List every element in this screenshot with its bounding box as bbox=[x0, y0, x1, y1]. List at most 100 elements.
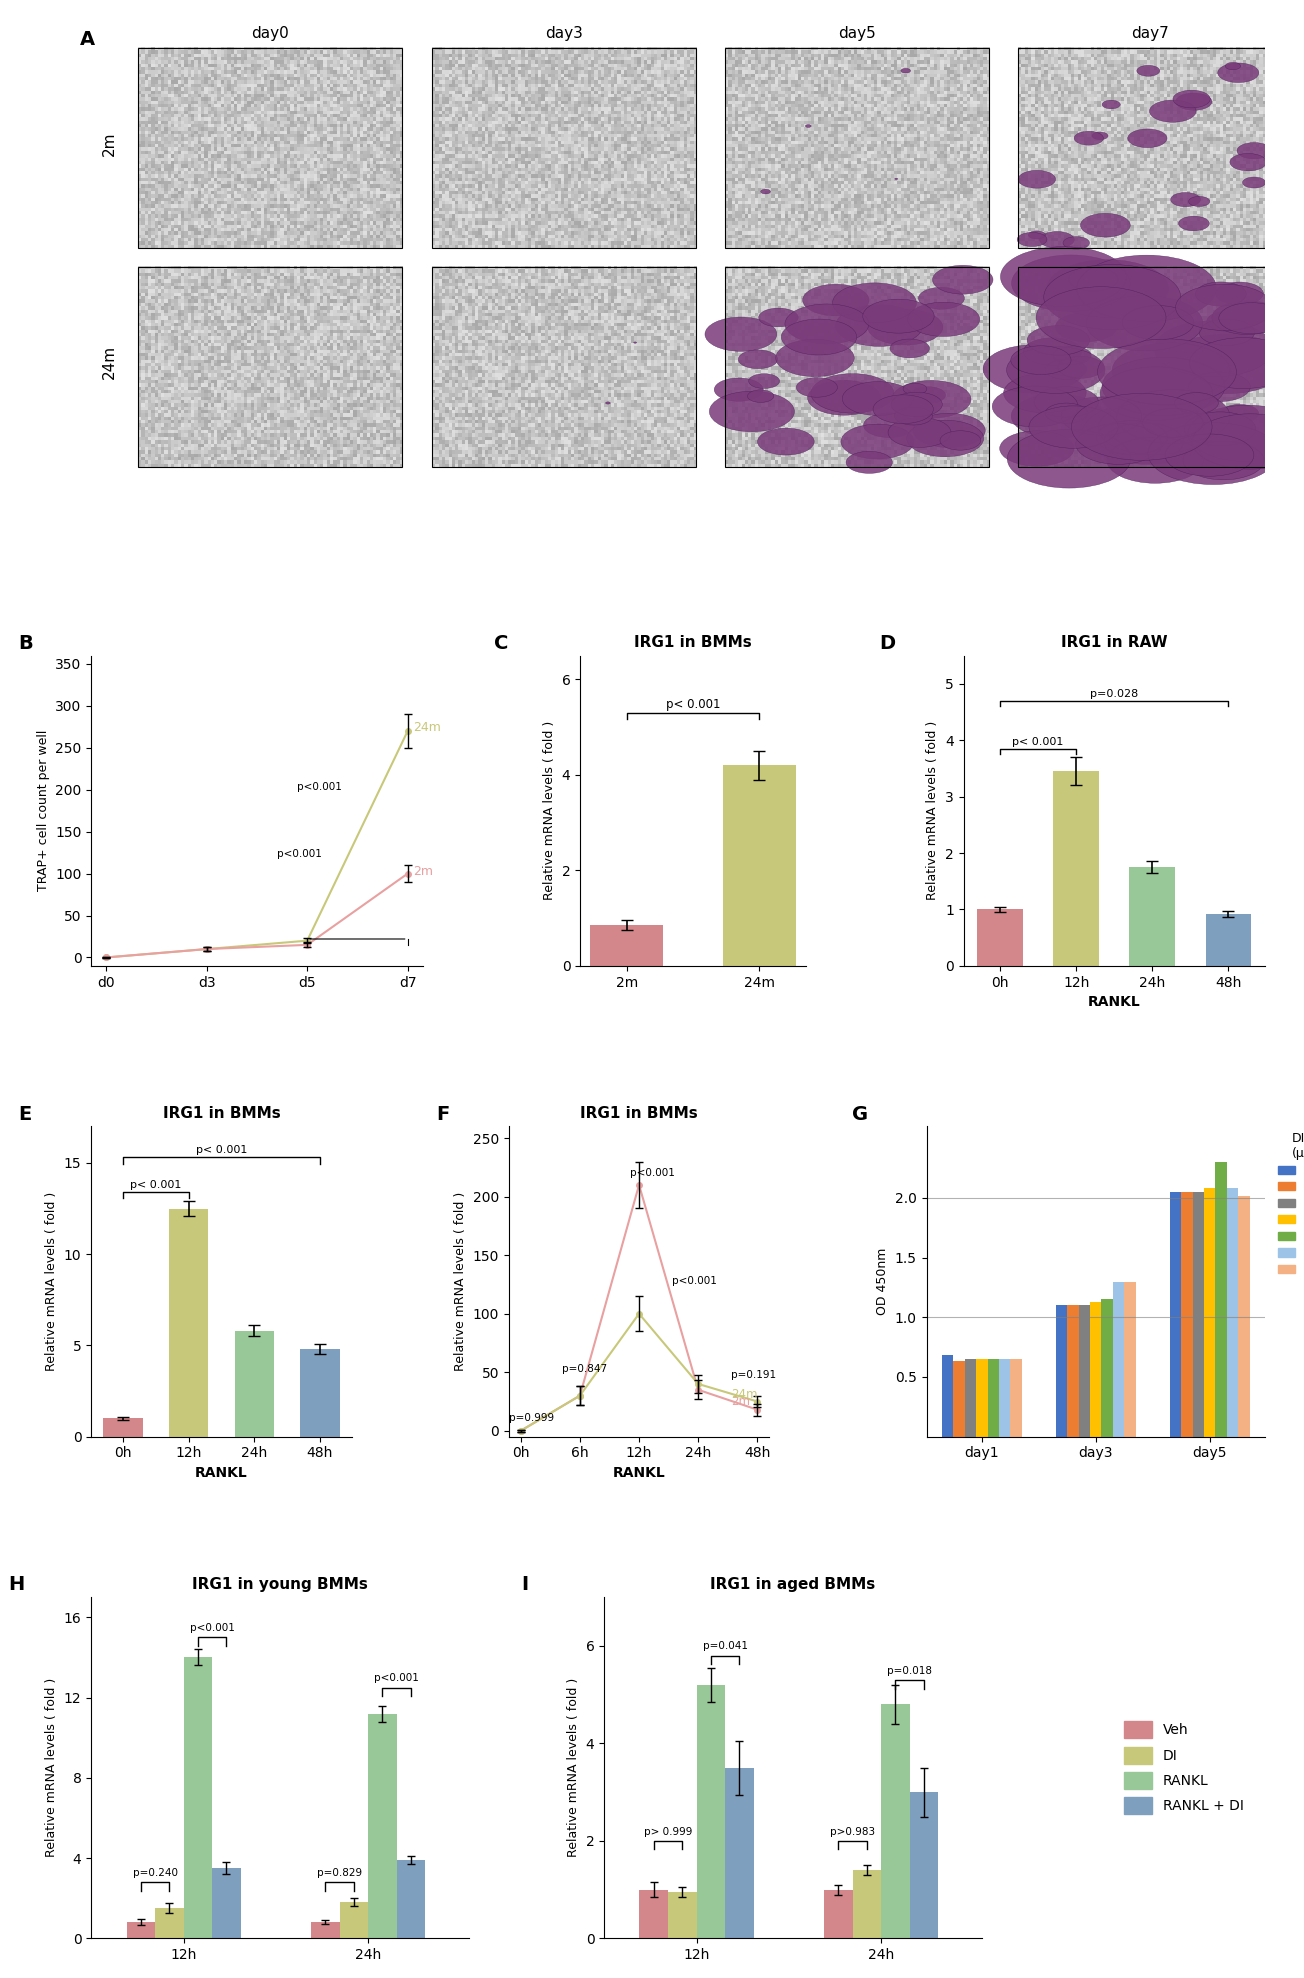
Y-axis label: Relative mRNA levels ( fold ): Relative mRNA levels ( fold ) bbox=[926, 722, 939, 900]
Ellipse shape bbox=[940, 431, 981, 451]
Title: IRG1 in young BMMs: IRG1 in young BMMs bbox=[192, 1576, 368, 1592]
Ellipse shape bbox=[863, 413, 915, 437]
Ellipse shape bbox=[1218, 63, 1258, 83]
Y-axis label: OD 450nm: OD 450nm bbox=[876, 1248, 889, 1315]
Bar bbox=[987, 1359, 999, 1436]
Bar bbox=[1204, 1189, 1215, 1436]
Ellipse shape bbox=[1074, 131, 1103, 144]
Ellipse shape bbox=[759, 309, 798, 326]
Ellipse shape bbox=[1072, 394, 1211, 461]
Ellipse shape bbox=[797, 378, 837, 398]
Bar bbox=[725, 267, 988, 467]
Bar bbox=[1124, 1282, 1136, 1436]
Ellipse shape bbox=[1007, 429, 1131, 489]
Text: p=0.999: p=0.999 bbox=[509, 1414, 554, 1424]
Ellipse shape bbox=[1069, 267, 1118, 291]
Text: p< 0.001: p< 0.001 bbox=[196, 1145, 246, 1155]
Text: 24m: 24m bbox=[102, 346, 116, 380]
X-axis label: RANKL: RANKL bbox=[1088, 995, 1141, 1009]
Bar bbox=[432, 47, 696, 249]
Ellipse shape bbox=[836, 305, 923, 346]
Text: A: A bbox=[80, 30, 95, 49]
Text: F: F bbox=[436, 1106, 450, 1124]
Ellipse shape bbox=[1012, 255, 1131, 311]
Ellipse shape bbox=[983, 344, 1085, 394]
Ellipse shape bbox=[1076, 423, 1161, 465]
Ellipse shape bbox=[715, 378, 763, 402]
Text: p=0.847: p=0.847 bbox=[562, 1365, 608, 1375]
Bar bbox=[138, 267, 402, 467]
Bar bbox=[1227, 1189, 1237, 1436]
Ellipse shape bbox=[1028, 326, 1090, 356]
Ellipse shape bbox=[803, 285, 868, 316]
Bar bbox=[1018, 47, 1282, 249]
Bar bbox=[1237, 1195, 1249, 1436]
Ellipse shape bbox=[748, 374, 780, 388]
Bar bbox=[1193, 1193, 1204, 1436]
Ellipse shape bbox=[1215, 283, 1264, 305]
Bar bbox=[722, 765, 795, 965]
Bar bbox=[999, 1359, 1011, 1436]
Ellipse shape bbox=[705, 316, 777, 352]
Ellipse shape bbox=[605, 402, 610, 404]
Ellipse shape bbox=[1226, 63, 1240, 69]
Y-axis label: Relative mRNA levels ( fold ): Relative mRNA levels ( fold ) bbox=[454, 1193, 467, 1371]
Bar bbox=[312, 1923, 339, 1938]
Ellipse shape bbox=[889, 338, 930, 358]
Bar bbox=[103, 1418, 142, 1436]
Bar bbox=[339, 1903, 368, 1938]
Ellipse shape bbox=[913, 413, 986, 447]
Bar bbox=[1078, 1305, 1090, 1436]
Bar bbox=[300, 1349, 339, 1436]
Text: H: H bbox=[8, 1574, 25, 1594]
Ellipse shape bbox=[1137, 65, 1159, 77]
Ellipse shape bbox=[1188, 372, 1251, 402]
Bar bbox=[1215, 1163, 1227, 1436]
Text: day7: day7 bbox=[1132, 26, 1170, 42]
Ellipse shape bbox=[807, 380, 880, 415]
Ellipse shape bbox=[1029, 405, 1118, 449]
Ellipse shape bbox=[1221, 404, 1258, 423]
Ellipse shape bbox=[1082, 402, 1214, 465]
Bar bbox=[396, 1859, 425, 1938]
Text: p<0.001: p<0.001 bbox=[297, 781, 342, 791]
Ellipse shape bbox=[1206, 311, 1251, 332]
Bar bbox=[1205, 914, 1251, 965]
Ellipse shape bbox=[1104, 423, 1184, 461]
Bar bbox=[882, 1705, 910, 1938]
Ellipse shape bbox=[1024, 338, 1081, 366]
Ellipse shape bbox=[992, 386, 1078, 427]
Text: p=0.191: p=0.191 bbox=[730, 1371, 776, 1381]
Ellipse shape bbox=[1112, 342, 1230, 400]
Ellipse shape bbox=[1183, 441, 1264, 481]
Bar bbox=[725, 1768, 754, 1938]
Ellipse shape bbox=[842, 382, 914, 415]
X-axis label: RANKL: RANKL bbox=[196, 1466, 248, 1480]
Ellipse shape bbox=[1086, 295, 1202, 350]
Ellipse shape bbox=[1091, 133, 1108, 140]
Ellipse shape bbox=[1077, 255, 1217, 322]
Ellipse shape bbox=[1037, 287, 1166, 348]
Ellipse shape bbox=[1098, 338, 1236, 405]
Bar bbox=[1170, 1193, 1181, 1436]
Ellipse shape bbox=[1176, 93, 1211, 111]
Ellipse shape bbox=[760, 190, 771, 194]
Ellipse shape bbox=[776, 340, 854, 376]
Ellipse shape bbox=[1176, 285, 1273, 330]
Ellipse shape bbox=[1000, 431, 1074, 467]
Ellipse shape bbox=[1172, 91, 1210, 109]
Ellipse shape bbox=[1097, 421, 1167, 455]
Ellipse shape bbox=[1211, 301, 1283, 334]
Text: p< 0.001: p< 0.001 bbox=[130, 1181, 181, 1191]
Text: p=0.240: p=0.240 bbox=[133, 1867, 177, 1877]
Bar bbox=[977, 1359, 987, 1436]
Bar bbox=[639, 1889, 668, 1938]
Text: 2m: 2m bbox=[730, 1394, 750, 1408]
Text: p<0.001: p<0.001 bbox=[374, 1673, 419, 1683]
Ellipse shape bbox=[1175, 392, 1218, 413]
Text: day3: day3 bbox=[545, 26, 583, 42]
Ellipse shape bbox=[1189, 338, 1296, 388]
Ellipse shape bbox=[1219, 303, 1284, 334]
Ellipse shape bbox=[1188, 405, 1304, 461]
Ellipse shape bbox=[1045, 360, 1086, 380]
